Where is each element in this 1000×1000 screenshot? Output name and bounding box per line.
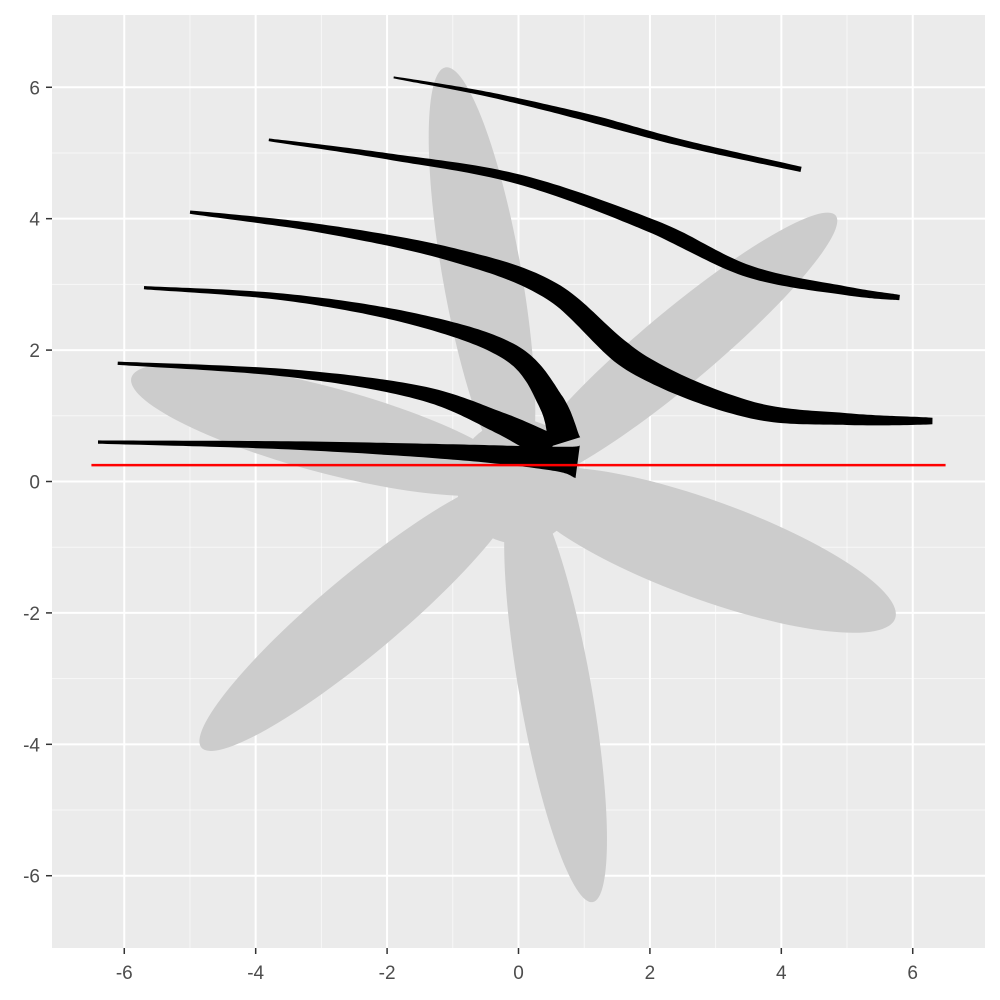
y-tick-label: 2 — [29, 341, 40, 362]
y-tick-label: -6 — [23, 867, 40, 888]
brush-stroke — [393, 76, 802, 172]
x-tick-label: -2 — [379, 963, 396, 984]
flower-layer — [131, 67, 896, 903]
stroke-layer — [98, 76, 933, 479]
x-tick-label: 4 — [776, 963, 787, 984]
y-tick-label: 6 — [29, 78, 40, 99]
brush-stroke — [117, 361, 558, 462]
x-tick-label: 0 — [513, 963, 524, 984]
brush-stroke — [98, 440, 580, 479]
y-tick-label: 4 — [29, 210, 40, 231]
petal — [131, 363, 519, 496]
petal — [428, 67, 536, 482]
x-tick-label: -6 — [116, 963, 133, 984]
x-tick-label: 2 — [645, 963, 656, 984]
y-tick-label: -4 — [23, 735, 40, 756]
axis-layer: -6 -4 -2 0 2 4 6 -6 -4 -2 0 2 4 6 — [23, 78, 918, 984]
petal — [504, 481, 607, 903]
petal — [199, 478, 521, 751]
y-tick-label: -2 — [23, 604, 40, 625]
y-tick-label: 0 — [29, 473, 40, 494]
petal — [517, 467, 896, 633]
x-tick-label: -4 — [247, 963, 264, 984]
x-tick-label: 6 — [907, 963, 918, 984]
petal — [516, 212, 838, 485]
